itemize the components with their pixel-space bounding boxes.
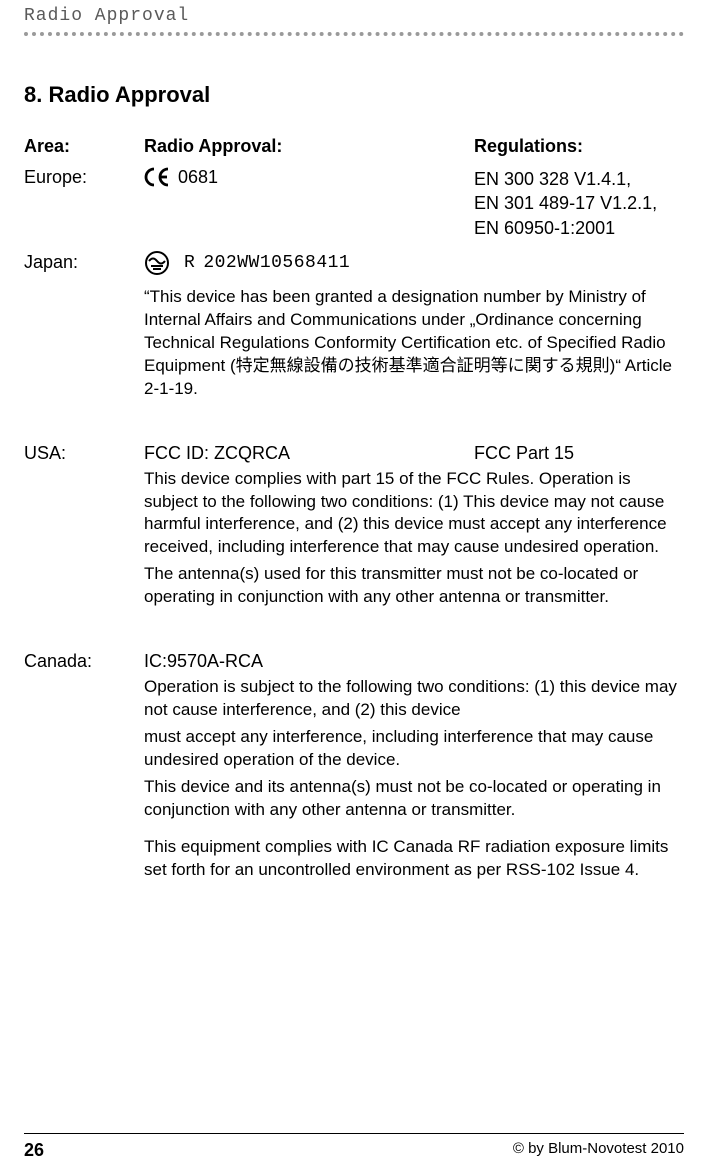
row-usa: USA: FCC ID: ZCQRCA FCC Part 15 <box>24 443 684 464</box>
row-canada: Canada: IC:9570A-RCA <box>24 651 684 672</box>
area-europe: Europe: <box>24 167 144 188</box>
area-japan: Japan: <box>24 252 144 273</box>
reg-line: EN 60950-1:2001 <box>474 216 684 240</box>
row-japan: Japan: R 202WW10568411 <box>24 250 684 276</box>
reg-line: EN 300 328 V1.4.1, <box>474 167 684 191</box>
reg-line: EN 301 489-17 V1.2.1, <box>474 191 684 215</box>
page-footer: 26 © by Blum-Novotest 2010 <box>24 1133 684 1161</box>
japan-note: “This device has been granted a designat… <box>144 286 684 401</box>
canada-paragraph-1: Operation is subject to the following tw… <box>144 676 684 722</box>
approval-usa: FCC ID: ZCQRCA <box>144 443 474 464</box>
header-approval: Radio Approval: <box>144 136 474 157</box>
mic-mark-icon <box>144 250 170 276</box>
header-regulations: Regulations: <box>474 136 684 157</box>
approval-japan: R 202WW10568411 <box>144 250 474 276</box>
canada-paragraph-4: This equipment complies with IC Canada R… <box>144 836 684 882</box>
area-usa: USA: <box>24 443 144 464</box>
header-area: Area: <box>24 136 144 157</box>
area-canada: Canada: <box>24 651 144 672</box>
approval-canada: IC:9570A-RCA <box>144 651 474 672</box>
ce-mark-icon <box>144 167 172 192</box>
usa-paragraph-1: This device complies with part 15 of the… <box>144 468 684 560</box>
usa-paragraph-2: The antenna(s) used for this transmitter… <box>144 563 684 609</box>
table-header-row: Area: Radio Approval: Regulations: <box>24 136 684 157</box>
usa-note: This device complies with part 15 of the… <box>144 468 684 610</box>
regulations-usa: FCC Part 15 <box>474 443 684 464</box>
approval-europe: 0681 <box>144 167 474 192</box>
ce-number: 0681 <box>178 167 218 188</box>
regulations-europe: EN 300 328 V1.4.1, EN 301 489-17 V1.2.1,… <box>474 167 684 240</box>
copyright: © by Blum-Novotest 2010 <box>513 1140 684 1161</box>
mic-number: 202WW10568411 <box>203 253 350 273</box>
approval-table: Area: Radio Approval: Regulations: Europ… <box>24 136 684 882</box>
canada-note: Operation is subject to the following tw… <box>144 676 684 882</box>
running-header: Radio Approval <box>24 0 684 32</box>
canada-paragraph-2: must accept any interference, including … <box>144 726 684 772</box>
japan-paragraph: “This device has been granted a designat… <box>144 286 684 401</box>
header-rule <box>24 32 684 36</box>
canada-paragraph-3: This device and its antenna(s) must not … <box>144 776 684 822</box>
page-number: 26 <box>24 1140 44 1161</box>
row-europe: Europe: 0681 EN 300 328 V1.4.1, EN 301 4… <box>24 167 684 240</box>
mic-prefix: R <box>184 253 195 273</box>
section-title: 8. Radio Approval <box>24 82 684 108</box>
